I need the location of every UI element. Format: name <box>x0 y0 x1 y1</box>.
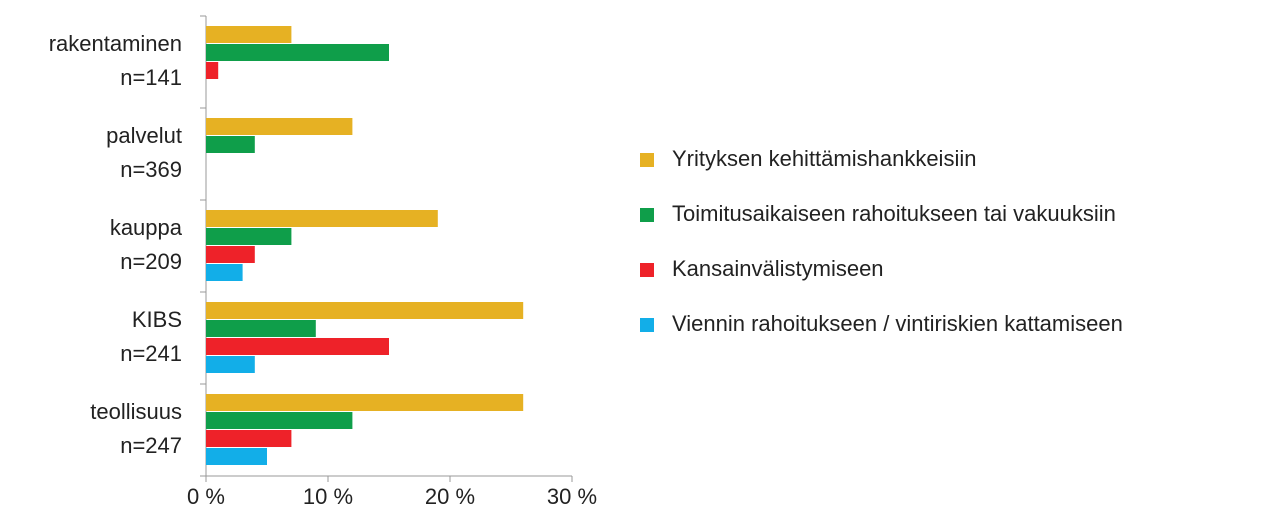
legend-label: Viennin rahoitukseen / vintiriskien katt… <box>672 311 1123 336</box>
bar <box>206 118 353 135</box>
legend-swatch <box>640 208 654 222</box>
y-tick-label: teollisuus <box>90 399 182 424</box>
x-tick-label: 0 % <box>187 484 225 509</box>
y-tick-label: kauppa <box>110 215 183 240</box>
y-tick-label: rakentaminen <box>49 31 182 56</box>
x-tick-label: 20 % <box>425 484 475 509</box>
legend-label: Toimitusaikaiseen rahoitukseen tai vakuu… <box>672 201 1116 226</box>
legend-swatch <box>640 263 654 277</box>
legend-swatch <box>640 318 654 332</box>
y-tick-label: n=241 <box>120 341 182 366</box>
bar <box>206 228 292 245</box>
bar <box>206 430 292 447</box>
legend-label: Kansainvälistymiseen <box>672 256 884 281</box>
bar <box>206 412 353 429</box>
bar <box>206 210 438 227</box>
bar <box>206 246 255 263</box>
bar <box>206 136 255 153</box>
y-tick-label: n=209 <box>120 249 182 274</box>
bar <box>206 356 255 373</box>
y-tick-label: n=369 <box>120 157 182 182</box>
y-tick-label: palvelut <box>106 123 182 148</box>
bar <box>206 62 219 79</box>
bar <box>206 302 524 319</box>
legend-swatch <box>640 153 654 167</box>
bar <box>206 338 389 355</box>
bar <box>206 320 316 337</box>
bar <box>206 264 243 281</box>
bar <box>206 26 292 43</box>
x-tick-label: 10 % <box>303 484 353 509</box>
bar <box>206 448 267 465</box>
legend-label: Yrityksen kehittämishankkeisiin <box>672 146 976 171</box>
y-tick-label: n=247 <box>120 433 182 458</box>
x-tick-label: 30 % <box>547 484 597 509</box>
y-tick-label: KIBS <box>132 307 182 332</box>
bar <box>206 394 524 411</box>
y-tick-label: n=141 <box>120 65 182 90</box>
bar <box>206 44 389 61</box>
